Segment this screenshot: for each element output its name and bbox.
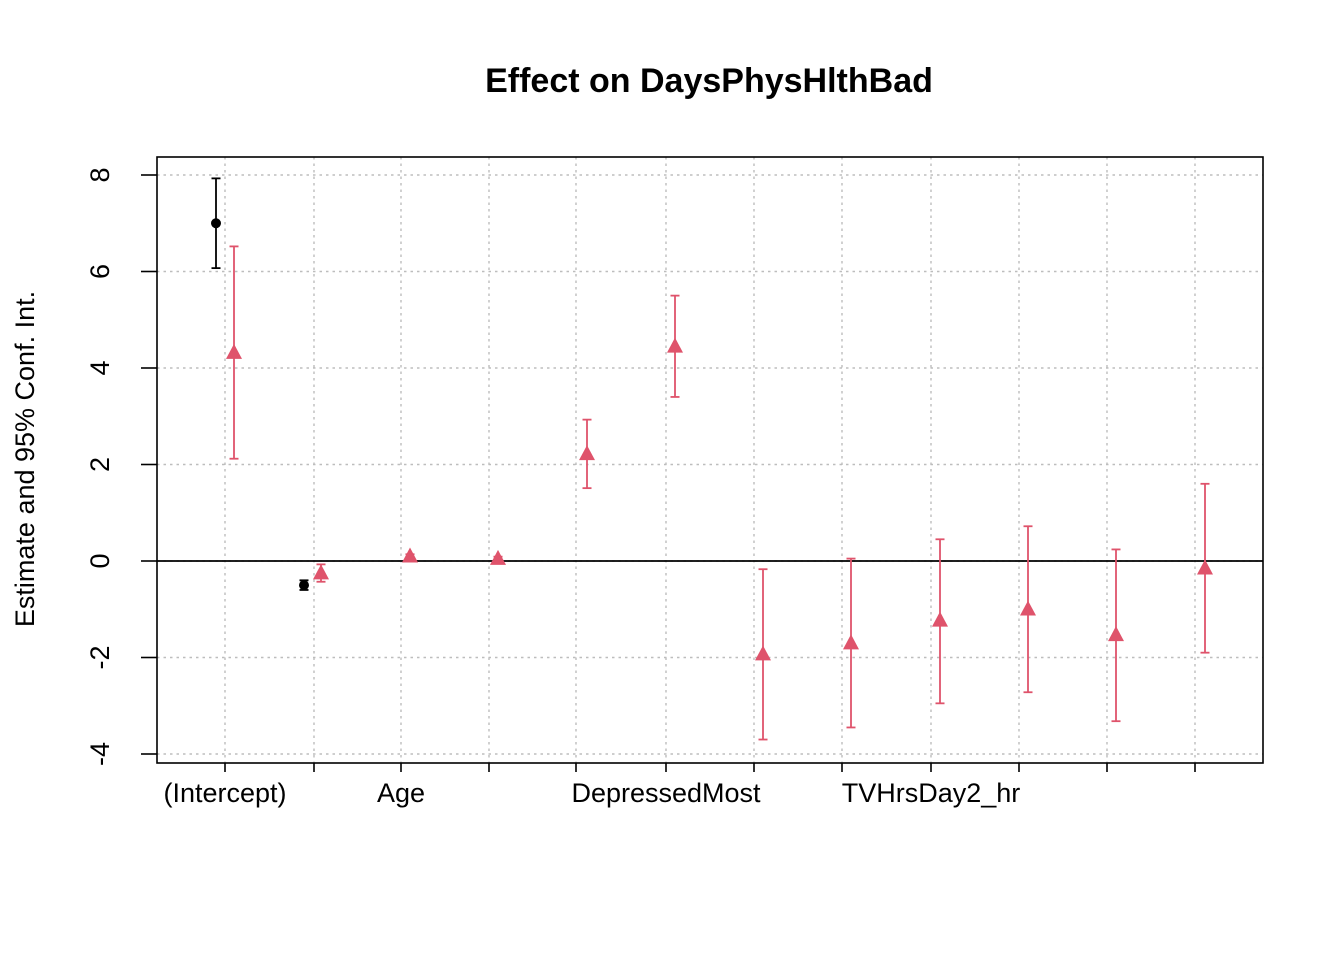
- estimate-point-triangle: [313, 564, 329, 580]
- estimate-point-triangle: [755, 645, 771, 661]
- estimate-point-circle: [211, 218, 221, 229]
- y-axis: -4 -2 0 2 4 6 8: [85, 167, 157, 766]
- grid-lines: [157, 157, 1263, 763]
- y-tick-label: 2: [85, 457, 115, 472]
- estimate-point-triangle: [226, 343, 242, 359]
- estimate-point-triangle: [1197, 559, 1213, 575]
- estimate-point-triangle: [667, 337, 683, 353]
- chart-title: Effect on DaysPhysHlthBad: [485, 62, 933, 100]
- estimate-point-triangle: [1108, 626, 1124, 642]
- estimate-point-triangle: [579, 445, 595, 461]
- x-tick-label: DepressedMost: [571, 778, 761, 808]
- y-tick-label: -2: [85, 645, 115, 669]
- plot-frame: [156, 156, 1264, 764]
- estimate-marks: [211, 177, 1213, 741]
- y-tick-label: 0: [85, 553, 115, 568]
- estimate-point-triangle: [932, 611, 948, 627]
- estimate-point-triangle: [843, 634, 859, 650]
- y-axis-label: Estimate and 95% Conf. Int.: [10, 291, 40, 627]
- y-tick-label: 6: [85, 264, 115, 279]
- y-tick-label: 4: [85, 360, 115, 375]
- estimate-point-triangle: [1020, 600, 1036, 616]
- x-tick-label: Age: [377, 778, 425, 808]
- y-tick-label: 8: [85, 167, 115, 182]
- estimate-point-triangle: [490, 549, 506, 565]
- estimate-point-circle: [299, 580, 309, 591]
- x-tick-label: (Intercept): [163, 778, 286, 808]
- y-tick-label: -4: [85, 742, 115, 766]
- estimate-point-triangle: [402, 547, 418, 563]
- x-tick-label: TVHrsDay2_hr: [842, 778, 1021, 808]
- x-axis: (Intercept) Age DepressedMost TVHrsDay2_hr: [163, 763, 1196, 808]
